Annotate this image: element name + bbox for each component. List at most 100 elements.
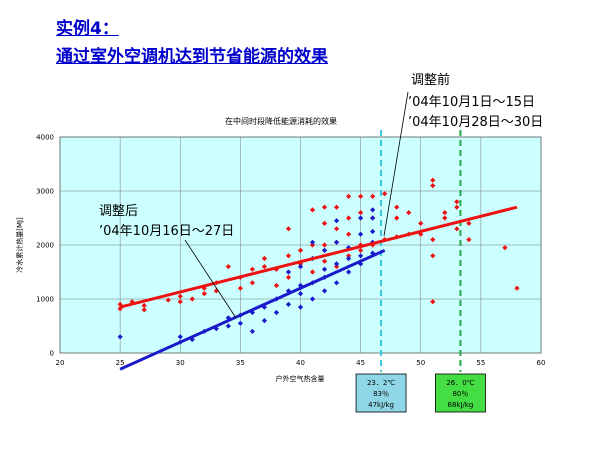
before-point	[333, 204, 340, 210]
before-period-2: ’04年10月28日～30日	[408, 115, 543, 130]
threshold-box-label: 83％	[373, 390, 389, 398]
before-point	[430, 237, 436, 243]
threshold-box	[355, 373, 407, 413]
before-point	[454, 199, 460, 205]
x-tick-label: 40	[296, 359, 305, 367]
before-point	[261, 264, 268, 270]
before-point	[297, 247, 304, 253]
before-point	[309, 242, 316, 248]
before-point	[454, 204, 460, 210]
before-point	[321, 220, 328, 226]
center-annotation: 在中间时段降低能源消耗的效果	[225, 116, 337, 126]
after-point	[285, 288, 292, 294]
after-point	[249, 328, 255, 334]
x-tick-label: 60	[537, 359, 546, 367]
before-point	[321, 242, 328, 248]
before-period-1: ’04年10月1日～15日	[408, 95, 535, 110]
threshold-markers: 23．2℃ 83％ 47kJ/kg 26．0℃ 80％ 68kJ/kg	[355, 130, 486, 413]
after-trend-line	[119, 249, 386, 371]
before-point	[141, 307, 147, 313]
before-point	[285, 274, 292, 280]
slide-title: 实例4：	[56, 19, 119, 39]
before-point	[249, 280, 255, 286]
x-tick-label: 20	[56, 359, 65, 367]
after-point	[333, 280, 340, 286]
before-point	[261, 255, 268, 262]
before-point	[321, 204, 328, 210]
after-point	[261, 304, 268, 310]
after-point	[321, 247, 328, 253]
before-point	[249, 266, 255, 272]
before-point	[418, 220, 424, 226]
before-point	[309, 207, 316, 213]
after-point	[346, 255, 352, 262]
after-point	[358, 231, 364, 237]
after-point	[333, 218, 340, 224]
y-tick-label: 4000	[36, 134, 54, 142]
after-point	[213, 326, 219, 332]
before-point	[141, 302, 147, 309]
before-point	[466, 220, 472, 226]
x-tick-label: 35	[236, 359, 245, 367]
y-tick-label: 2000	[36, 242, 54, 250]
before-label: 调整前	[411, 72, 450, 88]
after-point	[285, 269, 292, 275]
before-point	[358, 210, 364, 216]
before-point	[273, 282, 280, 289]
before-point	[213, 288, 219, 294]
before-point	[370, 193, 376, 199]
after-point	[333, 261, 340, 267]
before-point	[309, 269, 316, 275]
x-tick-label: 50	[416, 359, 425, 367]
after-point	[261, 318, 268, 324]
after-point	[358, 215, 364, 221]
after-point	[370, 250, 376, 256]
after-point	[321, 266, 328, 272]
threshold-box-label: 68kJ/kg	[447, 401, 473, 409]
before-point	[346, 193, 352, 199]
after-point	[225, 323, 231, 329]
x-tick-label: 45	[356, 359, 365, 367]
before-point	[189, 296, 195, 302]
before-point	[514, 285, 520, 291]
before-point	[358, 247, 364, 253]
after-point	[309, 296, 316, 302]
after-point	[225, 315, 231, 321]
y-tick-label: 1000	[36, 296, 54, 304]
after-point	[370, 207, 376, 213]
threshold-box-label: 26．0℃	[446, 379, 474, 387]
after-point	[273, 309, 280, 316]
before-point	[358, 193, 364, 199]
slide-subtitle: 通过室外空调机达到节省能源的效果	[56, 47, 328, 67]
after-point	[285, 301, 292, 307]
after-point	[117, 334, 123, 340]
before-point	[454, 226, 460, 232]
before-point	[285, 253, 292, 259]
before-point	[346, 231, 352, 237]
before-point	[285, 226, 292, 232]
after-label: 调整后	[99, 204, 138, 219]
after-period: ’04年10月16日～27日	[99, 224, 234, 239]
after-point	[370, 228, 376, 235]
before-point	[442, 215, 448, 221]
before-callout-line	[383, 91, 409, 237]
after-point	[177, 334, 183, 340]
after-point	[346, 245, 352, 251]
before-point	[117, 306, 123, 312]
before-point	[466, 237, 472, 243]
before-point	[165, 297, 171, 303]
y-axis-label: 冷水累计热量[MJ]	[15, 217, 24, 273]
x-tick-labels: 20 25 30 35 40 45 50 55 60	[56, 359, 546, 367]
before-point	[394, 204, 400, 210]
threshold-box	[435, 373, 486, 413]
x-axis-label: 户外空气热含量	[276, 374, 325, 383]
before-point	[237, 285, 243, 291]
before-point	[346, 215, 352, 221]
before-point	[346, 253, 352, 259]
after-point	[370, 215, 376, 221]
before-point	[333, 226, 340, 232]
before-point	[201, 285, 207, 291]
y-tick-label: 0	[50, 350, 54, 358]
before-point	[177, 299, 183, 305]
before-point	[430, 183, 436, 189]
